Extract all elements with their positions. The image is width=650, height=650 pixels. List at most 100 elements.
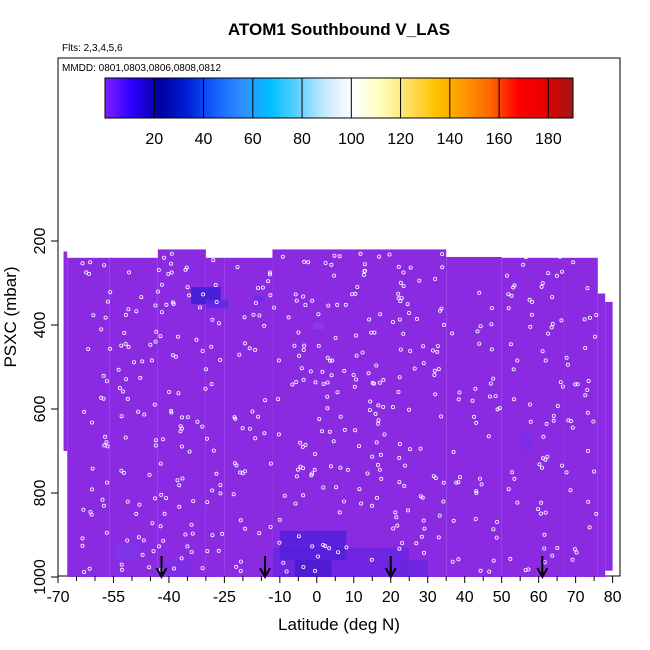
profile-marker-head: [536, 567, 549, 580]
sample-point: [354, 333, 359, 338]
sample-point: [321, 381, 326, 386]
sample-point: [381, 404, 386, 409]
sample-point: [573, 382, 578, 387]
sample-point: [335, 302, 340, 307]
sample-point: [344, 545, 349, 550]
sample-point: [495, 407, 500, 412]
sample-point: [326, 303, 331, 308]
sample-point: [470, 398, 475, 403]
heatmap-cell: [63, 251, 68, 451]
sample-point: [457, 390, 462, 395]
sample-point: [539, 284, 544, 289]
sample-point: [566, 418, 571, 423]
sample-point: [550, 295, 555, 300]
sample-point: [284, 569, 289, 574]
sample-point: [550, 553, 555, 558]
sample-point: [156, 544, 161, 549]
sample-point: [407, 310, 412, 315]
sample-point: [549, 325, 554, 330]
sample-point: [368, 399, 373, 404]
sample-point: [528, 419, 533, 424]
sample-point: [117, 385, 122, 390]
sample-point: [546, 271, 551, 276]
sample-point: [325, 355, 330, 360]
colorbar-tick-label: 120: [387, 131, 414, 148]
sample-point: [301, 294, 306, 299]
sample-point: [542, 546, 547, 551]
sample-point: [378, 452, 383, 457]
sample-point: [160, 437, 165, 442]
heatmap-cell: [520, 434, 532, 451]
heatmap-cell: [109, 257, 158, 577]
sample-point: [89, 512, 94, 517]
sample-point: [302, 259, 307, 264]
sample-point: [570, 425, 575, 430]
sample-point: [336, 550, 341, 555]
sample-point: [414, 541, 419, 546]
sample-point: [299, 366, 304, 371]
sample-point: [316, 343, 321, 348]
sample-point: [377, 467, 382, 472]
sample-point: [397, 480, 402, 485]
sample-point: [543, 510, 548, 515]
sample-point: [417, 278, 422, 283]
sample-point: [301, 347, 306, 352]
sample-point: [558, 380, 563, 385]
sample-point: [456, 397, 461, 402]
sample-point: [238, 569, 243, 574]
sample-point: [390, 319, 395, 324]
sample-point: [377, 380, 382, 385]
sample-point: [301, 565, 306, 570]
sample-point: [494, 520, 499, 525]
flights-note: Flts: 2,3,4,5,6: [62, 43, 123, 54]
sample-point: [374, 495, 379, 500]
sample-point: [401, 270, 406, 275]
sample-point: [169, 270, 174, 275]
colorbar-tick-label: 180: [535, 131, 562, 148]
sample-point: [487, 569, 492, 574]
sample-point: [554, 273, 559, 278]
sample-point: [421, 550, 426, 555]
sample-point: [512, 476, 517, 481]
sample-point: [374, 440, 379, 445]
x-tick-label: -70: [46, 589, 69, 606]
sample-point: [511, 367, 516, 372]
sample-point: [396, 291, 401, 296]
heatmap-cell: [224, 257, 273, 577]
sample-point: [235, 265, 240, 270]
sample-point: [530, 299, 535, 304]
sample-point: [382, 432, 387, 437]
sample-point: [521, 262, 526, 267]
sample-point: [369, 557, 374, 562]
sample-point: [177, 483, 182, 488]
sample-point: [266, 279, 271, 284]
sample-point: [529, 312, 534, 317]
sample-point: [300, 466, 305, 471]
sample-point: [397, 317, 402, 322]
sample-point: [354, 353, 359, 358]
sample-point: [119, 567, 124, 572]
sample-point: [572, 547, 577, 552]
sample-point: [494, 535, 499, 540]
sample-point: [436, 535, 441, 540]
sample-point: [281, 560, 286, 565]
sample-point: [119, 343, 124, 348]
sample-point: [256, 414, 261, 419]
y-tick-label: 1000: [32, 559, 49, 595]
sample-point: [153, 303, 158, 308]
sample-point: [398, 347, 403, 352]
sample-point: [175, 334, 180, 339]
sample-point: [493, 394, 498, 399]
sample-point: [172, 566, 177, 571]
heatmap-cell: [253, 295, 266, 302]
sample-point: [240, 471, 245, 476]
sample-point: [327, 429, 332, 434]
sample-point: [101, 503, 106, 508]
sample-point: [327, 546, 332, 551]
sample-point: [159, 492, 164, 497]
sample-point: [586, 448, 591, 453]
sample-point: [164, 302, 169, 307]
y-tick-label: 400: [32, 312, 49, 339]
sample-point: [179, 415, 184, 420]
sample-point: [375, 462, 380, 467]
